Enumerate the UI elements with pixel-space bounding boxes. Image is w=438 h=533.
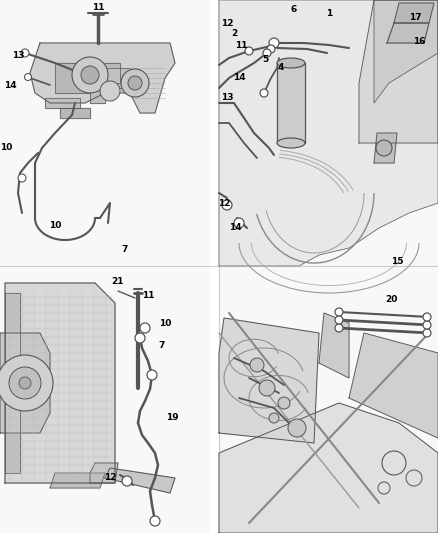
Circle shape <box>378 482 390 494</box>
Circle shape <box>245 47 253 55</box>
Text: 7: 7 <box>159 341 165 350</box>
Circle shape <box>267 45 275 53</box>
Circle shape <box>406 470 422 486</box>
Circle shape <box>122 476 132 486</box>
Bar <box>0 266 210 533</box>
Text: 2: 2 <box>231 28 237 37</box>
Circle shape <box>19 377 31 389</box>
Circle shape <box>147 370 157 380</box>
Circle shape <box>269 38 279 48</box>
Text: 11: 11 <box>235 41 247 50</box>
Text: 12: 12 <box>221 19 233 28</box>
Circle shape <box>260 89 268 97</box>
Polygon shape <box>55 63 120 93</box>
Polygon shape <box>349 333 438 438</box>
Bar <box>0 0 210 266</box>
Polygon shape <box>394 3 434 23</box>
Circle shape <box>100 81 120 101</box>
Polygon shape <box>45 98 80 108</box>
Circle shape <box>269 413 279 423</box>
Text: 10: 10 <box>0 143 12 152</box>
Polygon shape <box>90 68 130 103</box>
Text: 6: 6 <box>291 5 297 14</box>
Circle shape <box>423 313 431 321</box>
Circle shape <box>259 380 275 396</box>
Polygon shape <box>90 463 118 483</box>
Circle shape <box>288 419 306 437</box>
Text: 7: 7 <box>122 246 128 254</box>
Text: 16: 16 <box>413 36 425 45</box>
Text: 21: 21 <box>112 277 124 286</box>
Text: 17: 17 <box>409 13 421 22</box>
Circle shape <box>9 367 41 399</box>
Circle shape <box>250 358 264 372</box>
Text: 14: 14 <box>229 223 241 232</box>
Polygon shape <box>219 0 438 266</box>
Text: 15: 15 <box>391 256 403 265</box>
Circle shape <box>121 69 149 97</box>
Text: 14: 14 <box>233 74 245 83</box>
Circle shape <box>150 516 160 526</box>
Polygon shape <box>30 43 175 113</box>
Polygon shape <box>5 283 115 483</box>
Text: 13: 13 <box>221 93 233 102</box>
Polygon shape <box>60 108 90 118</box>
Text: 10: 10 <box>49 221 61 230</box>
Circle shape <box>21 49 29 57</box>
Polygon shape <box>50 473 105 488</box>
Text: 13: 13 <box>12 51 24 60</box>
Text: 19: 19 <box>166 414 178 423</box>
Polygon shape <box>5 293 20 473</box>
Ellipse shape <box>277 138 305 148</box>
Circle shape <box>278 397 290 409</box>
Text: 11: 11 <box>92 4 104 12</box>
Polygon shape <box>374 133 397 163</box>
Polygon shape <box>219 403 438 533</box>
Circle shape <box>423 329 431 337</box>
Circle shape <box>135 333 145 343</box>
Ellipse shape <box>277 58 305 68</box>
Circle shape <box>72 57 108 93</box>
Text: 14: 14 <box>4 82 16 91</box>
Circle shape <box>0 355 53 411</box>
Text: 10: 10 <box>159 319 171 327</box>
Circle shape <box>25 74 32 80</box>
Circle shape <box>335 316 343 324</box>
Text: 20: 20 <box>385 295 397 303</box>
Circle shape <box>81 66 99 84</box>
Text: 12: 12 <box>104 473 116 482</box>
Text: 5: 5 <box>262 54 268 63</box>
Circle shape <box>335 324 343 332</box>
Bar <box>219 266 438 533</box>
Polygon shape <box>105 468 175 493</box>
Circle shape <box>234 218 244 228</box>
Polygon shape <box>374 0 438 103</box>
Circle shape <box>263 49 271 57</box>
Circle shape <box>222 200 232 210</box>
Text: 11: 11 <box>142 290 154 300</box>
Bar <box>219 0 438 266</box>
Polygon shape <box>319 313 349 378</box>
Text: 1: 1 <box>326 9 332 18</box>
Circle shape <box>140 323 150 333</box>
Polygon shape <box>387 23 429 43</box>
Circle shape <box>376 140 392 156</box>
Text: 12: 12 <box>218 198 230 207</box>
Polygon shape <box>219 318 319 443</box>
Circle shape <box>382 451 406 475</box>
Circle shape <box>128 76 142 90</box>
Text: 4: 4 <box>278 63 284 72</box>
Circle shape <box>335 308 343 316</box>
Polygon shape <box>359 0 438 143</box>
Bar <box>277 63 305 143</box>
Circle shape <box>18 174 26 182</box>
Polygon shape <box>0 333 50 433</box>
Circle shape <box>423 321 431 329</box>
